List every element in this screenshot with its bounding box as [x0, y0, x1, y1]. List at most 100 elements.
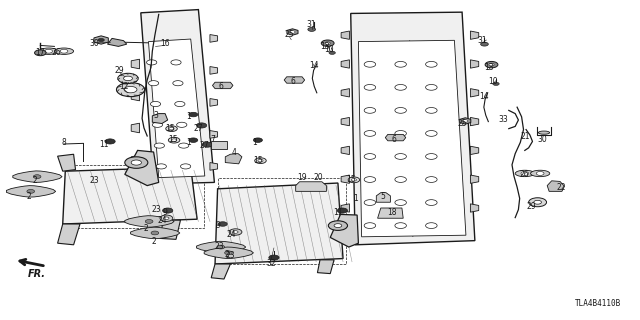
Text: 21: 21	[520, 132, 529, 140]
Circle shape	[395, 84, 406, 90]
Polygon shape	[385, 134, 406, 141]
Circle shape	[364, 154, 376, 159]
Circle shape	[27, 189, 35, 193]
Polygon shape	[341, 89, 349, 97]
Circle shape	[364, 177, 376, 182]
Circle shape	[489, 63, 494, 66]
Text: 30: 30	[538, 135, 548, 144]
Circle shape	[364, 131, 376, 136]
Text: 26: 26	[520, 170, 530, 179]
Polygon shape	[341, 31, 349, 39]
Text: 8: 8	[61, 138, 67, 147]
Polygon shape	[160, 220, 180, 239]
Polygon shape	[470, 31, 479, 39]
Text: 4: 4	[231, 148, 236, 156]
Text: 18: 18	[387, 208, 396, 217]
Circle shape	[325, 42, 330, 44]
Polygon shape	[131, 227, 180, 239]
Ellipse shape	[515, 170, 534, 177]
Polygon shape	[141, 10, 214, 184]
Circle shape	[175, 101, 185, 107]
Circle shape	[145, 220, 153, 223]
Circle shape	[35, 50, 46, 56]
Polygon shape	[460, 118, 471, 124]
Polygon shape	[210, 35, 218, 42]
Circle shape	[105, 139, 115, 144]
Circle shape	[124, 76, 132, 81]
Circle shape	[179, 143, 189, 148]
Bar	[218, 178, 346, 264]
Text: 23: 23	[214, 242, 225, 251]
Polygon shape	[125, 150, 159, 186]
Polygon shape	[63, 167, 197, 224]
Text: 24: 24	[157, 216, 168, 225]
Text: 2: 2	[26, 192, 31, 201]
Text: 9: 9	[215, 221, 220, 230]
Circle shape	[154, 143, 164, 148]
Polygon shape	[470, 146, 479, 155]
Circle shape	[426, 108, 437, 113]
Text: 6: 6	[391, 135, 396, 144]
Polygon shape	[204, 247, 253, 259]
Circle shape	[163, 208, 173, 213]
Text: 32: 32	[266, 259, 276, 268]
Text: 6: 6	[218, 82, 223, 91]
Circle shape	[334, 224, 342, 228]
Text: 3: 3	[154, 111, 159, 120]
Polygon shape	[131, 155, 140, 165]
Polygon shape	[131, 59, 140, 69]
Text: 11: 11	[100, 140, 109, 148]
Text: TLA4B4110B: TLA4B4110B	[575, 299, 621, 308]
Polygon shape	[296, 182, 326, 191]
Circle shape	[395, 108, 406, 113]
Text: 25: 25	[457, 119, 467, 128]
Circle shape	[124, 86, 137, 93]
Text: 1: 1	[186, 138, 191, 147]
Polygon shape	[470, 204, 479, 212]
Polygon shape	[358, 40, 466, 237]
Polygon shape	[341, 60, 349, 68]
Polygon shape	[470, 175, 479, 183]
Polygon shape	[58, 154, 76, 171]
Circle shape	[493, 82, 499, 85]
Text: 20: 20	[314, 173, 324, 182]
Text: 30: 30	[90, 39, 100, 48]
Circle shape	[529, 198, 547, 207]
Circle shape	[395, 154, 406, 159]
Polygon shape	[284, 77, 305, 83]
Circle shape	[169, 127, 174, 130]
Text: 29: 29	[526, 202, 536, 211]
Text: 26: 26	[51, 48, 61, 57]
Polygon shape	[330, 214, 358, 247]
Circle shape	[147, 60, 157, 65]
Text: FR.: FR.	[28, 269, 46, 279]
Polygon shape	[131, 91, 140, 101]
Circle shape	[337, 208, 348, 213]
Polygon shape	[125, 216, 174, 227]
Ellipse shape	[54, 48, 74, 54]
Polygon shape	[211, 141, 227, 149]
Polygon shape	[341, 175, 349, 183]
Circle shape	[131, 160, 141, 165]
Circle shape	[364, 61, 376, 67]
Text: 10: 10	[488, 77, 498, 86]
Circle shape	[364, 223, 376, 228]
Text: 13: 13	[320, 42, 330, 51]
Polygon shape	[470, 60, 479, 68]
Circle shape	[364, 200, 376, 205]
Text: 25: 25	[284, 30, 294, 39]
Circle shape	[329, 51, 335, 54]
Text: 13: 13	[484, 63, 494, 72]
Circle shape	[150, 101, 161, 107]
Circle shape	[395, 177, 406, 182]
Polygon shape	[131, 123, 140, 133]
Circle shape	[229, 229, 242, 235]
Circle shape	[534, 200, 541, 204]
Circle shape	[180, 164, 191, 169]
Text: 1: 1	[186, 112, 191, 121]
Text: 29: 29	[114, 66, 124, 75]
Text: 2: 2	[225, 250, 230, 259]
Polygon shape	[470, 117, 479, 126]
Polygon shape	[6, 186, 56, 197]
Text: 23: 23	[225, 252, 236, 260]
